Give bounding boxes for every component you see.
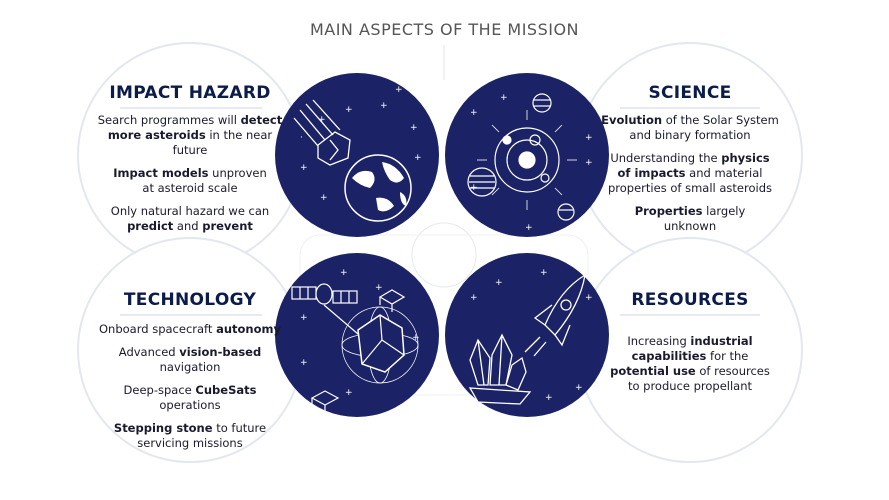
svg-text:+: + xyxy=(318,115,326,125)
svg-text:+: + xyxy=(410,123,418,133)
svg-text:+: + xyxy=(495,278,503,288)
svg-text:+: + xyxy=(320,193,328,203)
rocket-icon xyxy=(524,273,586,357)
technology-heading: TECHNOLOGY xyxy=(123,290,257,310)
stars: ++ + +++ ++· +++ +++ +++ +++ +++ +++ xyxy=(300,85,593,403)
impact-hazard-point-3: Only natural hazard we can predict and p… xyxy=(110,204,270,233)
svg-text:+: + xyxy=(300,313,308,323)
svg-text:+: + xyxy=(470,108,478,118)
svg-text:+: + xyxy=(585,158,593,168)
cubesat-icon xyxy=(310,289,406,412)
target-asteroid-icon xyxy=(341,306,419,384)
asteroid-icon xyxy=(293,99,351,166)
svg-text:+: + xyxy=(414,153,422,163)
crystal-icon xyxy=(468,333,532,405)
svg-text:+: + xyxy=(545,393,553,403)
svg-text:+: + xyxy=(345,105,353,115)
svg-text:+: + xyxy=(500,93,508,103)
science-panel: SCIENCE Evolution of the Solar System an… xyxy=(595,83,785,242)
svg-text:+: + xyxy=(300,163,308,173)
svg-text:+: + xyxy=(340,268,348,278)
resources-point-1: Increasing industrial capabilities for t… xyxy=(610,334,770,393)
svg-text:+: + xyxy=(585,133,593,143)
earth-icon xyxy=(344,154,412,222)
science-heading: SCIENCE xyxy=(648,83,732,103)
impact-hazard-panel: IMPACT HAZARD Search programmes will det… xyxy=(95,83,285,242)
page-title: MAIN ASPECTS OF THE MISSION xyxy=(309,20,580,39)
svg-text:+: + xyxy=(395,85,403,95)
solar-system-icon xyxy=(467,93,577,221)
svg-text:·: · xyxy=(300,133,303,143)
science-point-3: Properties largely unknown xyxy=(634,204,746,233)
resources-panel: RESOURCES Increasing industrial capabili… xyxy=(595,290,785,402)
technology-panel: TECHNOLOGY Onboard spacecraft autonomy A… xyxy=(95,290,285,459)
svg-text:+: + xyxy=(300,358,308,368)
technology-point-3: Deep-space CubeSats operations xyxy=(123,383,257,412)
technology-point-2: Advanced vision-based navigation xyxy=(118,345,262,374)
impact-hazard-point-2: Impact models unproven at asteroid scale xyxy=(113,166,267,195)
science-point-1: Evolution of the Solar System and binary… xyxy=(601,113,779,142)
resources-heading: RESOURCES xyxy=(631,290,749,310)
svg-text:+: + xyxy=(375,283,383,293)
center-ring xyxy=(411,222,477,288)
spacecraft-icon xyxy=(291,283,366,341)
svg-text:+: + xyxy=(525,223,533,233)
svg-text:+: + xyxy=(345,388,353,398)
impact-hazard-point-1: Search programmes will detect more aster… xyxy=(97,113,283,157)
svg-text:+: + xyxy=(575,383,583,393)
svg-text:+: + xyxy=(380,101,388,111)
technology-point-4: Stepping stone to future servicing missi… xyxy=(113,421,267,450)
impact-hazard-heading: IMPACT HAZARD xyxy=(109,83,271,103)
svg-text:+: + xyxy=(540,268,548,278)
svg-text:+: + xyxy=(412,333,420,343)
svg-text:+: + xyxy=(585,293,593,303)
svg-text:+: + xyxy=(470,293,478,303)
technology-point-1: Onboard spacecraft autonomy xyxy=(99,322,281,336)
science-point-2: Understanding the physics of impacts and… xyxy=(608,151,772,195)
